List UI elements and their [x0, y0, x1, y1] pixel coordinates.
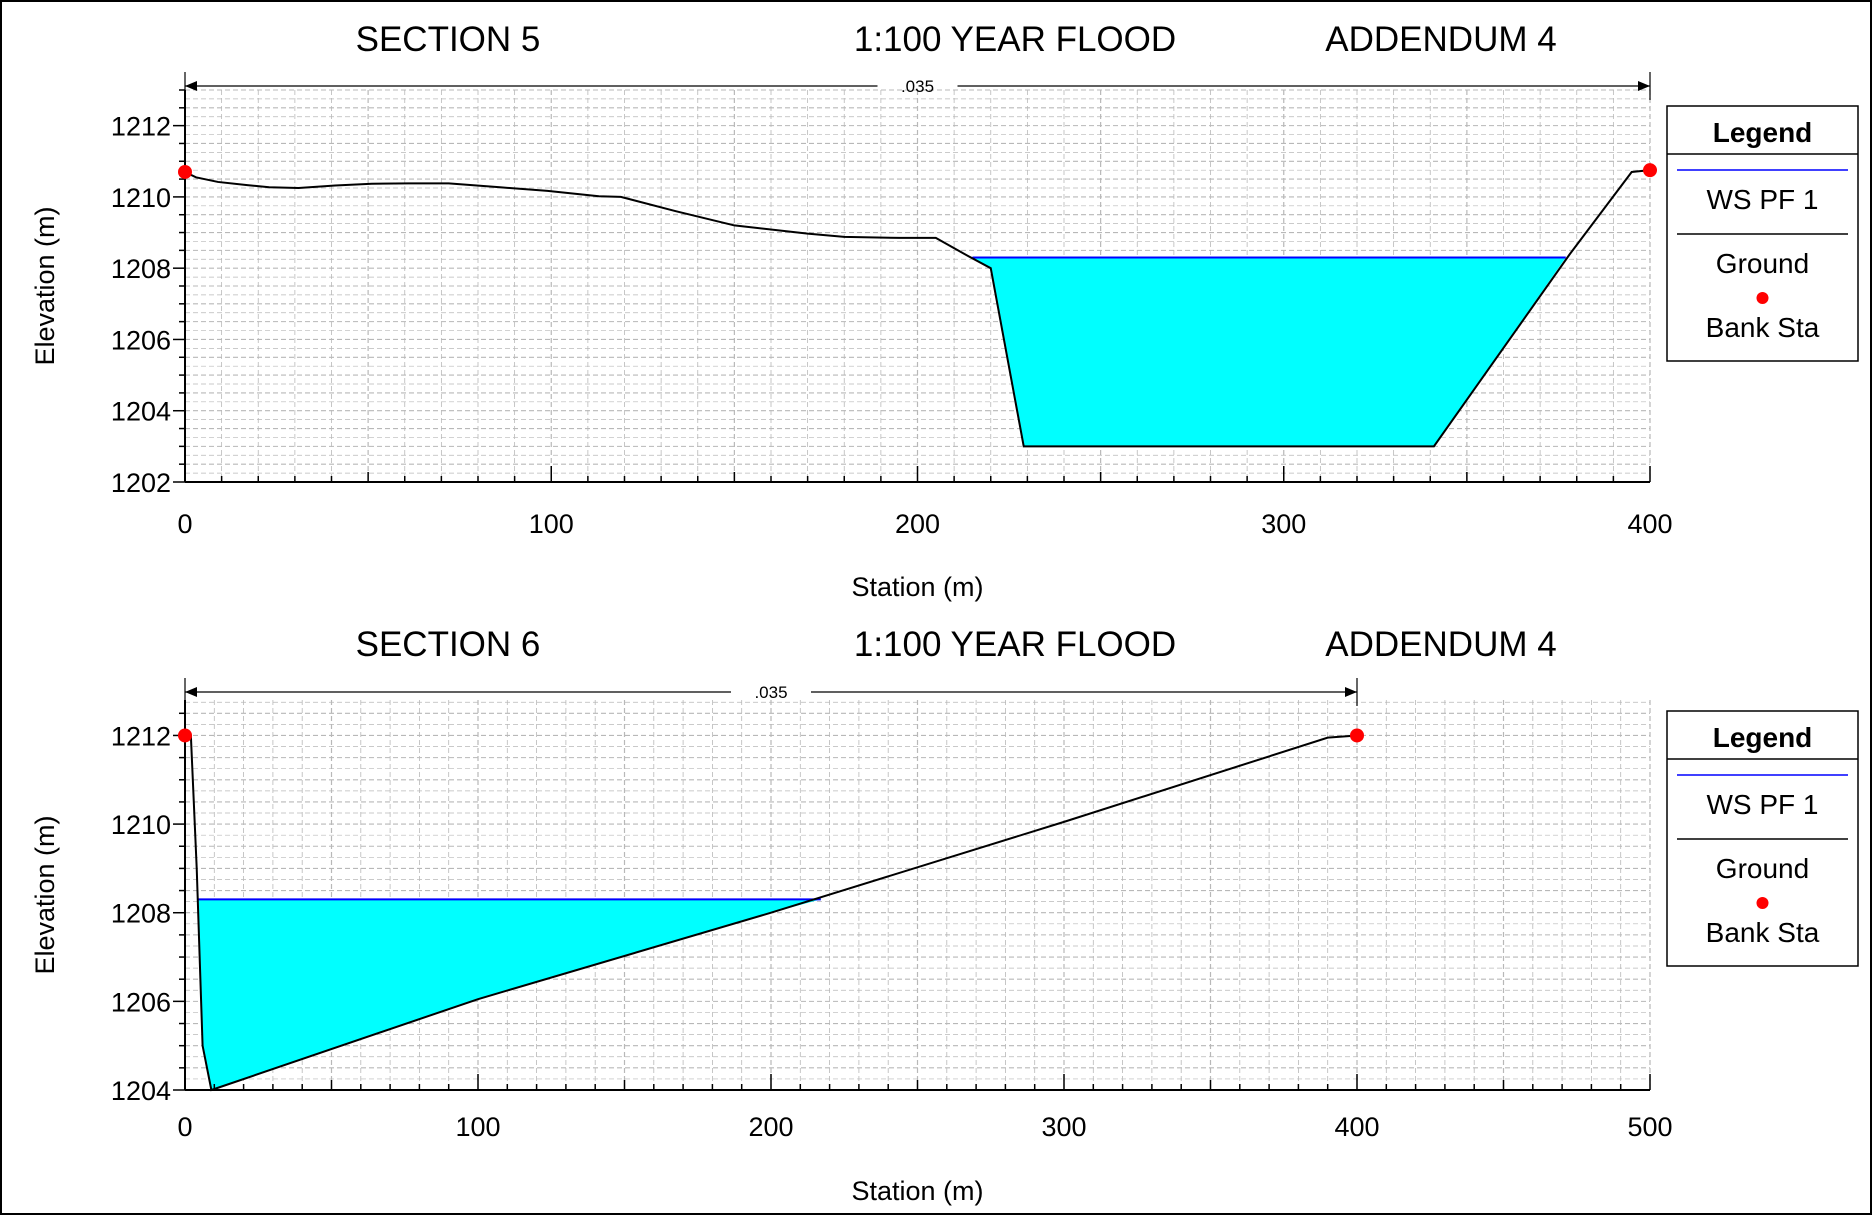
x-tick-label: 200	[895, 509, 940, 539]
x-tick-label: 200	[748, 1112, 793, 1142]
legend-title: Legend	[1713, 722, 1813, 753]
y-tick-label: 1204	[111, 1076, 171, 1106]
manning-n-annotation: .035	[184, 72, 1651, 100]
legend-item-bank: Bank Sta	[1706, 917, 1820, 948]
x-tick-label: 0	[177, 1112, 192, 1142]
legend: Legend WS PF 1 Ground Bank Sta	[1666, 710, 1859, 967]
water-area	[972, 257, 1566, 447]
chart-section-1: SECTION 5 1:100 YEAR FLOOD ADDENDUM 4 0 100 2…	[30, 20, 1859, 602]
manning-arrow-right	[1638, 81, 1650, 91]
legend-bank-swatch	[1756, 897, 1769, 909]
y-tick-label: 1212	[111, 721, 171, 751]
chart-title-part: ADDENDUM 4	[1325, 625, 1556, 664]
x-tick-label: 500	[1627, 1112, 1672, 1142]
x-tick-label: 300	[1041, 1112, 1086, 1142]
x-tick-label: 100	[455, 1112, 500, 1142]
legend-item-ws: WS PF 1	[1706, 789, 1818, 820]
chart-title-part: 1:100 YEAR FLOOD	[854, 625, 1176, 664]
manning-arrow-right	[1345, 687, 1357, 697]
water-area	[198, 899, 821, 1090]
ground-line	[185, 734, 1358, 1092]
manning-n-annotation: .035	[184, 678, 1358, 706]
legend-title: Legend	[1713, 117, 1813, 148]
legend-item-bank: Bank Sta	[1706, 312, 1820, 343]
legend-item-ground: Ground	[1716, 248, 1809, 279]
bank-station-marker	[178, 164, 192, 179]
y-tick-label: 1210	[111, 183, 171, 213]
chart-title-part: SECTION 5	[356, 20, 541, 59]
bank-station-marker	[1643, 163, 1657, 178]
grid	[184, 700, 1651, 1091]
manning-arrow-left	[185, 81, 197, 91]
x-tick-label: 400	[1627, 509, 1672, 539]
y-tick-label: 1202	[111, 468, 171, 498]
legend-bank-swatch	[1756, 292, 1769, 304]
x-axis-title: Station (m)	[851, 572, 983, 602]
x-tick-label: 100	[529, 509, 574, 539]
chart-title-part: ADDENDUM 4	[1325, 20, 1556, 59]
y-tick-label: 1208	[111, 254, 171, 284]
manning-arrow-left	[185, 687, 197, 697]
y-tick-label: 1208	[111, 899, 171, 929]
chart-title-part: 1:100 YEAR FLOOD	[854, 20, 1176, 59]
legend-item-ground: Ground	[1716, 853, 1809, 884]
y-axis-title: Elevation (m)	[30, 206, 60, 365]
y-tick-label: 1210	[111, 810, 171, 840]
x-axis-title: Station (m)	[851, 1176, 983, 1206]
y-tick-label: 1212	[111, 112, 171, 142]
legend: Legend WS PF 1 Ground Bank Sta	[1666, 105, 1859, 362]
x-tick-label: 300	[1261, 509, 1306, 539]
chart-section-2: SECTION 6 1:100 YEAR FLOOD ADDENDUM 4 0 100 2…	[30, 625, 1859, 1206]
manning-n-label: .035	[901, 77, 934, 96]
y-tick-label: 1206	[111, 325, 171, 355]
bank-station-marker	[178, 728, 192, 743]
chart-title-part: SECTION 6	[356, 625, 541, 664]
y-tick-label: 1204	[111, 397, 171, 427]
x-tick-label: 0	[177, 509, 192, 539]
x-tick-label: 400	[1334, 1112, 1379, 1142]
legend-item-ws: WS PF 1	[1706, 184, 1818, 215]
y-tick-label: 1206	[111, 987, 171, 1017]
y-axis-title: Elevation (m)	[30, 815, 60, 974]
manning-n-label: .035	[754, 683, 787, 702]
bank-station-marker	[1350, 728, 1364, 743]
ground-line	[184, 169, 1651, 448]
